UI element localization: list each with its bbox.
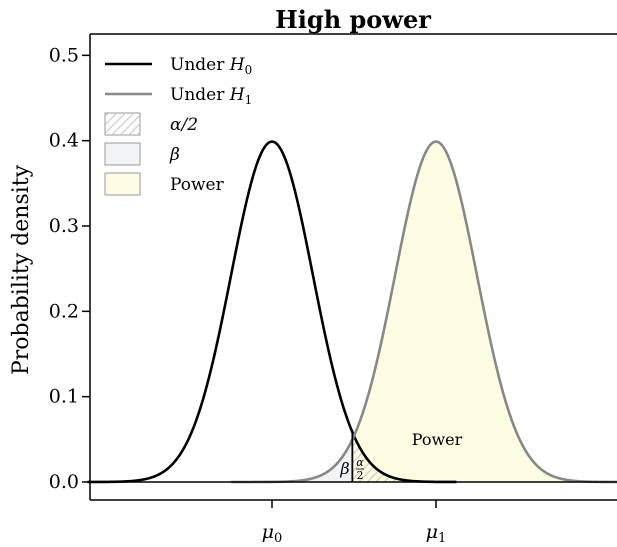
y-tick-label: 0.2 [49,300,79,322]
legend-hatch-swatch [105,113,140,135]
legend-label: Under H0 [170,55,252,77]
alpha-half-area [352,432,457,482]
x-tick-label: μ1 [426,521,447,546]
alpha-num-label: α [356,456,364,469]
chart-title: High power [275,5,431,34]
alpha-den-label: 2 [357,469,364,482]
y-tick-label: 0.4 [49,130,79,152]
legend-label: β [169,145,180,165]
legend-label: α/2 [170,115,198,135]
beta-area [231,439,353,482]
x-tick-label: μ0 [262,521,283,546]
legend-label: Under H1 [170,85,252,107]
power-label: Power [412,430,463,449]
y-tick-label: 0.3 [49,215,79,237]
beta-label: β [339,459,349,478]
legend-label: Power [170,175,225,195]
h1-curve [231,140,617,484]
legend-box-swatch [104,142,141,166]
y-axis-title: Probability density [9,164,34,375]
y-tick-label: 0.5 [49,44,79,66]
legend: Under H0 Under H1 α/2 β Power [104,55,252,196]
y-ticks: 0.0 0.1 0.2 0.3 0.4 0.5 [49,44,90,493]
power-area [352,141,617,482]
legend-box-swatch [104,172,141,196]
y-tick-label: 0.0 [49,471,79,493]
h0-curve [87,140,457,484]
x-ticks: μ0 μ1 [262,500,447,546]
y-tick-label: 0.1 [49,386,79,408]
